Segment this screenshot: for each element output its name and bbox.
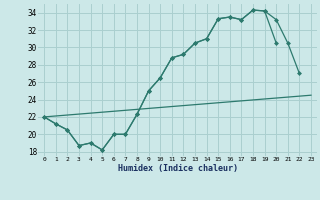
X-axis label: Humidex (Indice chaleur): Humidex (Indice chaleur)	[118, 164, 238, 173]
